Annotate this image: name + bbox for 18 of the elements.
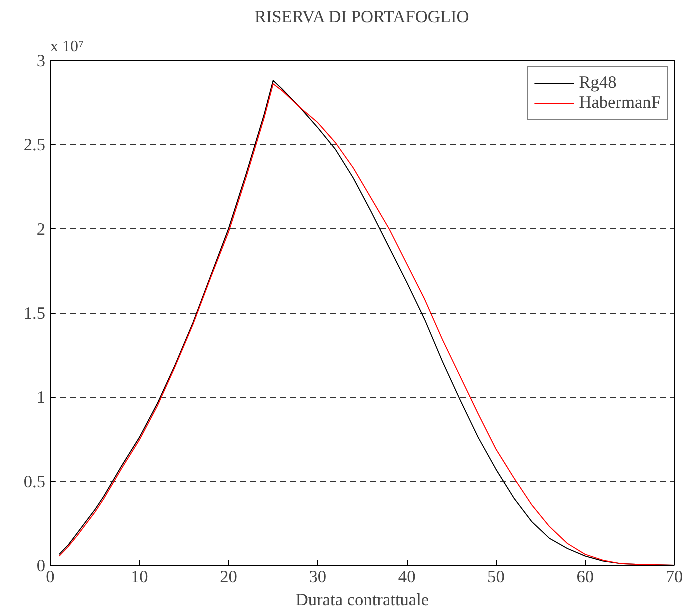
y-tick-label: 3 [36, 52, 46, 70]
x-tick-label: 20 [220, 568, 238, 586]
x-tick-label: 70 [666, 568, 684, 586]
legend-label: Rg48 [579, 73, 617, 93]
legend-label: HabermanF [579, 93, 661, 113]
y-tick-label: 1 [36, 388, 46, 408]
text: x 10⁷ [50, 38, 84, 56]
y-tick-label: 0.5 [24, 472, 46, 492]
x-tick-label: 60 [576, 568, 594, 586]
chart-title: RISERVA DI PORTAFOGLIO [254, 8, 470, 26]
x-tick-label: 40 [398, 568, 416, 586]
x-tick-label: 30 [309, 568, 327, 586]
y-tick-label: 2 [36, 220, 46, 239]
x-tick-label: 50 [488, 568, 505, 586]
y-tick-label: 1.5 [24, 304, 46, 323]
x-axis-title: Durata contrattuale [296, 590, 430, 610]
x-tick-label: 10 [130, 568, 148, 586]
y-tick-label: 2.5 [24, 136, 46, 155]
